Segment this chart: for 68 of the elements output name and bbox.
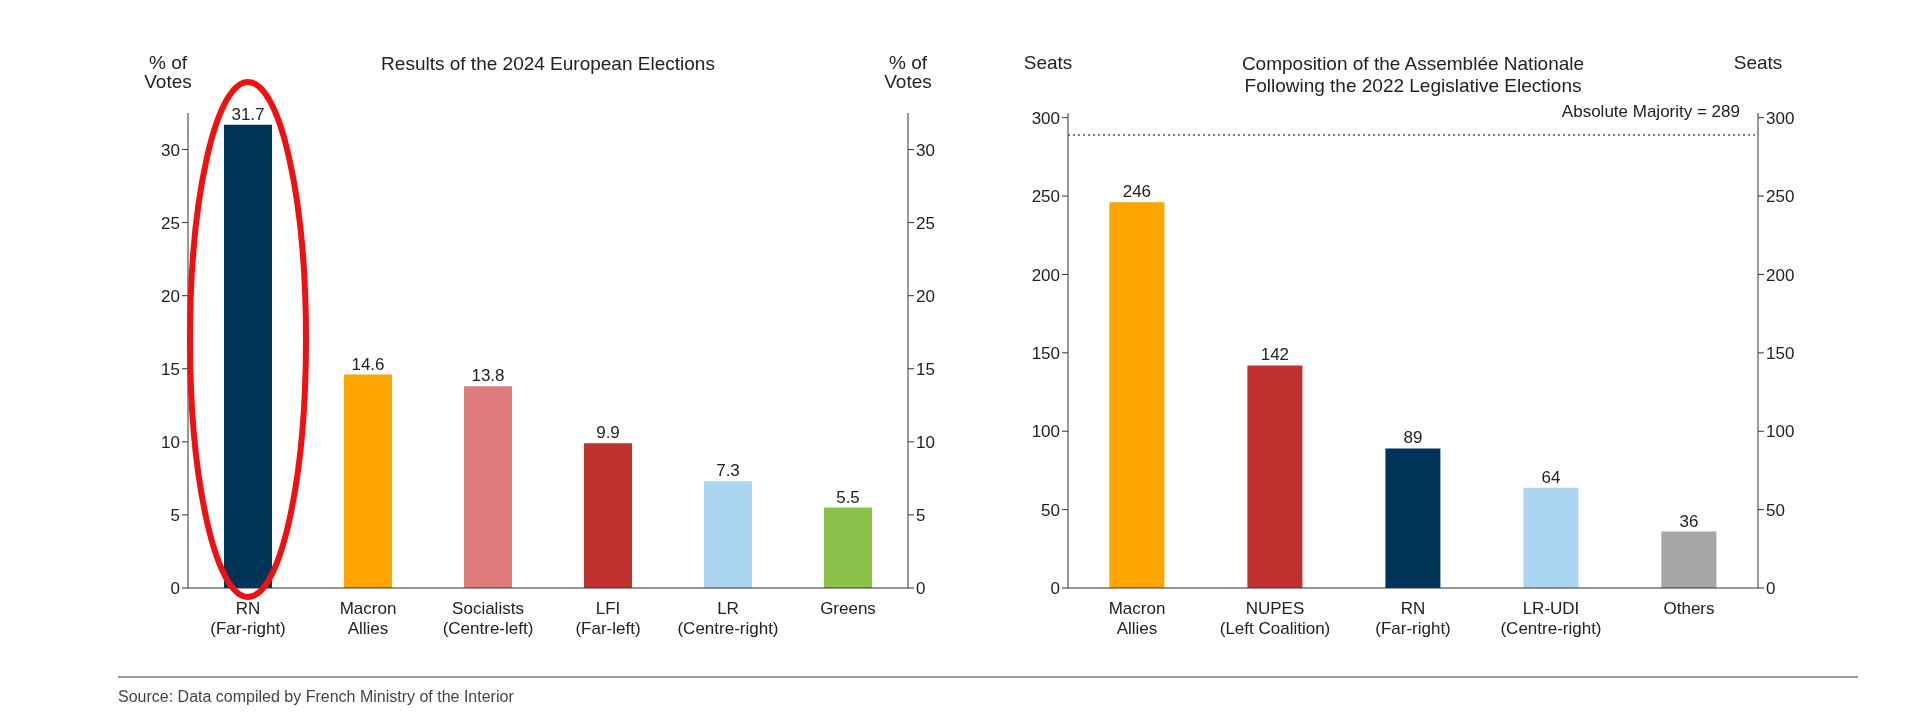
y2-tick-label: 15 <box>916 359 935 379</box>
x-tick-label: Macron Allies <box>1108 599 1166 638</box>
bar <box>1523 487 1579 588</box>
chart-title: Composition of the Assemblée Nationale Following the 2022 Legislative Elections <box>1241 53 1585 96</box>
y-axis-title: Seats <box>1022 52 1074 73</box>
x-tick-label: RN (Far-right) <box>210 599 286 638</box>
y2-tick-label: 150 <box>1766 343 1795 363</box>
y2-tick-label: 30 <box>916 140 935 160</box>
data-label: 5.5 <box>836 487 860 507</box>
x-tick-label: Socialists (Centre-left) <box>442 599 534 638</box>
data-label: 64 <box>1541 467 1561 487</box>
y-tick-label: 30 <box>161 140 180 160</box>
data-label: 36 <box>1679 511 1699 531</box>
ref-line-label: Absolute Majority = 289 <box>1561 101 1740 121</box>
bar <box>584 443 632 588</box>
y2-tick-label: 10 <box>916 432 935 452</box>
y-tick-label: 50 <box>1041 500 1060 520</box>
y-tick-label: 200 <box>1031 265 1060 285</box>
y-tick-label: 0 <box>1050 579 1060 599</box>
y-tick-label: 100 <box>1031 422 1060 442</box>
x-tick-label: LR (Centre-right) <box>677 599 779 638</box>
bar <box>344 374 392 588</box>
x-tick-label: LR-UDI (Centre-right) <box>1500 599 1602 638</box>
y-tick-label: 15 <box>161 359 180 379</box>
y2-tick-label: 100 <box>1766 422 1795 442</box>
y2-axis-title: % of Votes <box>883 52 933 92</box>
bar <box>1385 448 1441 588</box>
y2-axis-title: Seats <box>1732 52 1784 73</box>
y2-tick-label: 0 <box>916 579 926 599</box>
x-tick-label: RN (Far-right) <box>1375 599 1451 638</box>
y2-tick-label: 0 <box>1766 579 1776 599</box>
x-tick-label: Greens <box>820 599 876 618</box>
chart-title: Results of the 2024 European Elections <box>381 53 715 74</box>
data-label: 31.7 <box>231 104 265 124</box>
bar <box>1247 365 1303 588</box>
y2-tick-label: 25 <box>916 213 935 233</box>
source-note: Source: Data compiled by French Ministry of the Interior <box>118 688 514 706</box>
data-label: 13.8 <box>471 366 505 386</box>
y2-tick-label: 250 <box>1766 187 1795 207</box>
y-tick-label: 20 <box>161 286 180 306</box>
x-tick-label: NUPES (Left Coalition) <box>1219 599 1331 638</box>
x-tick-label: Others <box>1663 599 1715 618</box>
y2-tick-label: 50 <box>1766 500 1785 520</box>
y2-tick-label: 5 <box>916 505 926 525</box>
y2-tick-label: 300 <box>1766 108 1795 128</box>
data-label: 7.3 <box>716 461 740 481</box>
y-tick-label: 150 <box>1031 343 1060 363</box>
y-tick-label: 10 <box>161 432 180 452</box>
bar <box>704 481 752 588</box>
y-axis-title: % of Votes <box>143 52 193 92</box>
bar <box>1661 531 1717 588</box>
bar <box>824 507 872 588</box>
bar <box>1109 202 1165 588</box>
y-tick-label: 0 <box>170 579 180 599</box>
y2-tick-label: 200 <box>1766 265 1795 285</box>
x-tick-label: LFI (Far-left) <box>575 599 641 638</box>
data-label: 14.6 <box>351 354 385 374</box>
bar <box>464 386 512 588</box>
x-tick-label: Macron Allies <box>339 599 397 638</box>
data-label: 9.9 <box>596 423 620 443</box>
y-tick-label: 25 <box>161 213 180 233</box>
data-label: 142 <box>1260 345 1290 365</box>
y-tick-label: 300 <box>1031 108 1060 128</box>
y-tick-label: 5 <box>170 505 180 525</box>
data-label: 246 <box>1122 182 1152 202</box>
y-tick-label: 250 <box>1031 187 1060 207</box>
y2-tick-label: 20 <box>916 286 935 306</box>
data-label: 89 <box>1403 428 1423 448</box>
